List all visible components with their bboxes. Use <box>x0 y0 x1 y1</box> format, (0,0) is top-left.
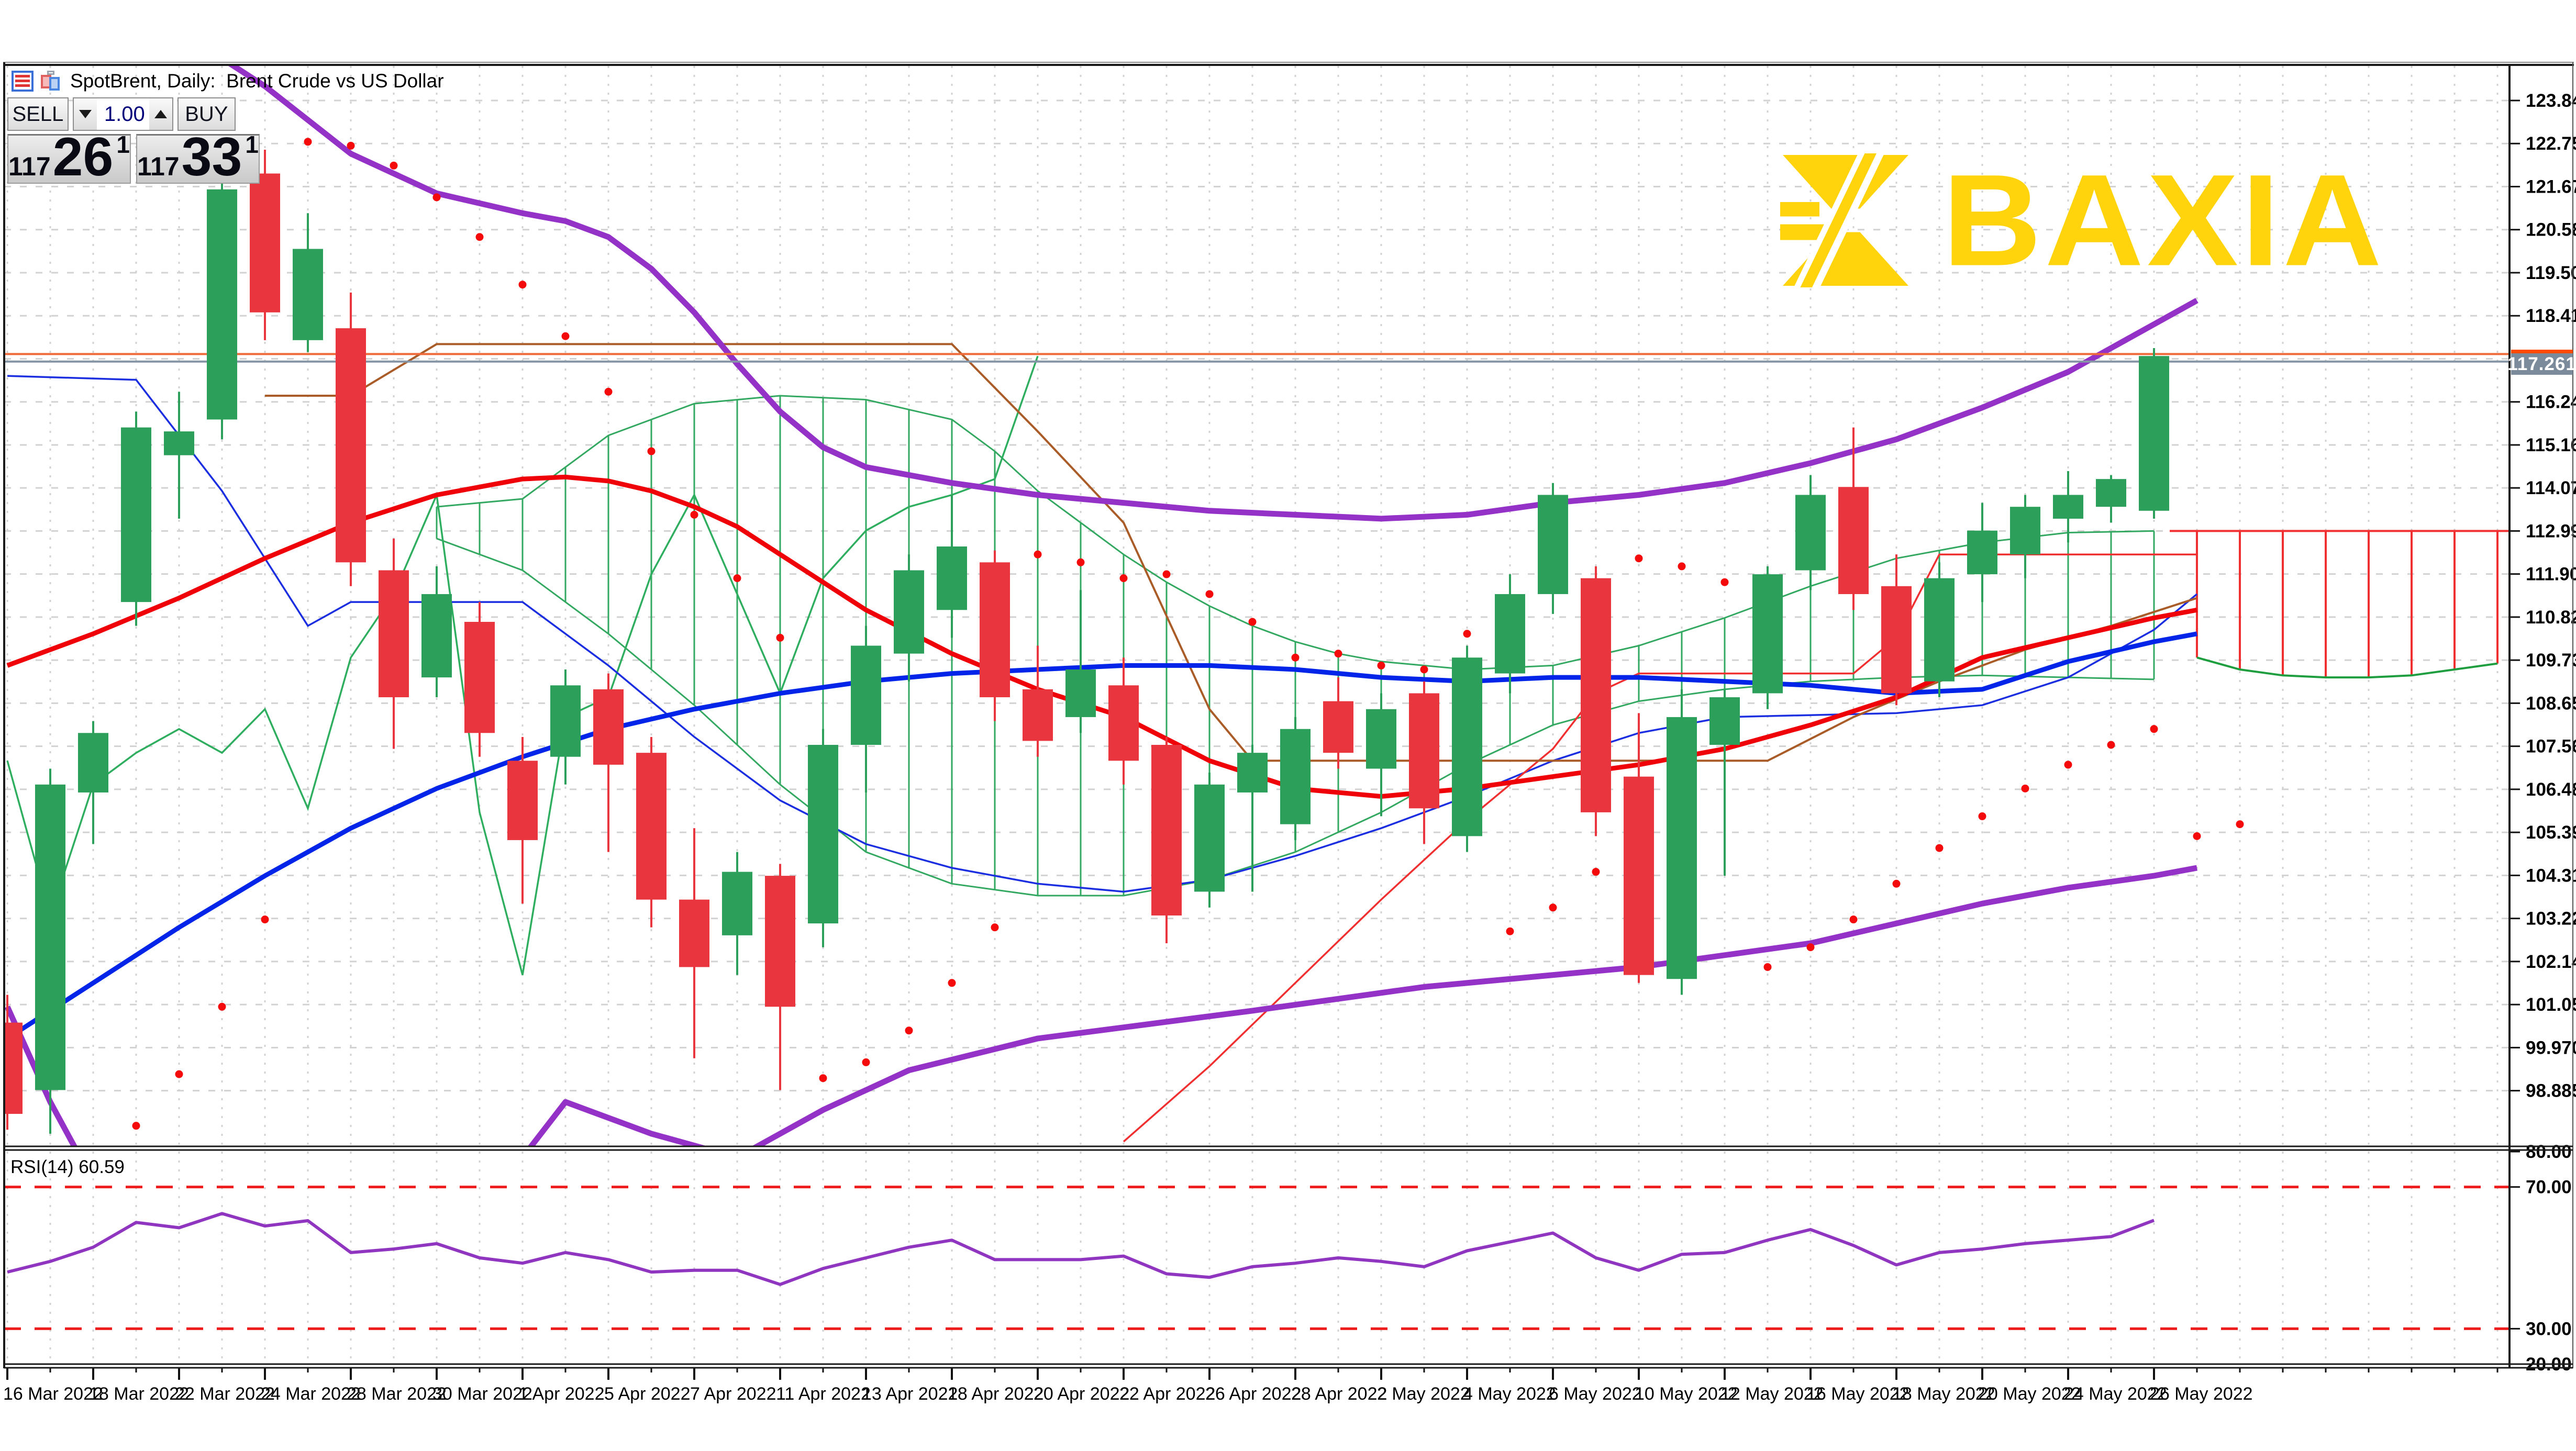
svg-text:20 Apr 2022: 20 Apr 2022 <box>1034 1384 1129 1404</box>
ohlc-list-icon <box>12 71 34 92</box>
chart-title-bar: SpotBrent, Daily: Brent Crude vs US Doll… <box>12 70 444 92</box>
svg-text:28 Mar 2022: 28 Mar 2022 <box>347 1384 447 1404</box>
svg-text:28 Apr 2022: 28 Apr 2022 <box>1291 1384 1387 1404</box>
svg-text:26 Apr 2022: 26 Apr 2022 <box>1205 1384 1301 1404</box>
svg-text:10 May 2022: 10 May 2022 <box>1635 1384 1738 1404</box>
baxia-logo-icon <box>1780 153 1908 287</box>
baxia-watermark: BAXIA <box>1780 152 2385 289</box>
svg-text:6 May 2022: 6 May 2022 <box>1549 1384 1642 1404</box>
svg-text:30 Mar 2022: 30 Mar 2022 <box>432 1384 532 1404</box>
svg-text:104.310: 104.310 <box>2526 865 2576 886</box>
svg-text:111.905: 111.905 <box>2526 564 2576 585</box>
svg-text:70.00: 70.00 <box>2526 1177 2572 1198</box>
svg-text:30.00: 30.00 <box>2526 1319 2572 1339</box>
svg-text:98.885: 98.885 <box>2526 1081 2576 1101</box>
svg-text:103.225: 103.225 <box>2526 909 2576 929</box>
one-click-trading-panel: SELL 1.00 BUY 117 26 1 117 33 1 <box>7 97 260 187</box>
svg-text:18 May 2022: 18 May 2022 <box>1892 1384 1995 1404</box>
svg-text:18 Apr 2022: 18 Apr 2022 <box>948 1384 1043 1404</box>
svg-text:13 Apr 2022: 13 Apr 2022 <box>862 1384 958 1404</box>
buy-price-main: 33 <box>181 126 242 187</box>
triangle-up-icon <box>154 110 167 118</box>
sell-button[interactable]: SELL <box>7 97 69 131</box>
sell-price-prefix: 117 <box>8 152 51 181</box>
svg-text:11 Apr 2022: 11 Apr 2022 <box>776 1384 871 1404</box>
volume-input[interactable]: 1.00 <box>96 98 149 130</box>
baxia-watermark-text: BAXIA <box>1942 147 2385 293</box>
svg-text:118.415: 118.415 <box>2526 306 2576 326</box>
svg-text:102.140: 102.140 <box>2526 952 2576 972</box>
volume-decrease-button[interactable] <box>73 98 97 130</box>
volume-increase-button[interactable] <box>149 98 172 130</box>
svg-text:101.055: 101.055 <box>2526 995 2576 1015</box>
sell-price-panel[interactable]: 117 26 1 <box>7 126 131 187</box>
buy-price-prefix: 117 <box>137 152 180 181</box>
svg-text:110.820: 110.820 <box>2526 607 2576 628</box>
svg-text:105.395: 105.395 <box>2526 822 2576 843</box>
svg-text:115.160: 115.160 <box>2526 435 2576 455</box>
buy-button[interactable]: BUY <box>177 97 236 131</box>
svg-text:121.670: 121.670 <box>2526 176 2576 197</box>
svg-text:12 May 2022: 12 May 2022 <box>1720 1384 1824 1404</box>
buy-price-sup: 1 <box>245 131 259 158</box>
svg-text:106.480: 106.480 <box>2526 779 2576 800</box>
svg-text:114.075: 114.075 <box>2526 478 2576 498</box>
svg-text:7 Apr 2022: 7 Apr 2022 <box>690 1384 776 1404</box>
svg-text:120.585: 120.585 <box>2526 220 2576 240</box>
svg-text:109.735: 109.735 <box>2526 650 2576 671</box>
svg-text:116.245: 116.245 <box>2526 392 2576 412</box>
sell-price-main: 26 <box>52 126 114 187</box>
svg-text:18 Mar 2022: 18 Mar 2022 <box>89 1384 189 1404</box>
current-price-tag: 117.261 <box>2507 350 2576 375</box>
svg-text:26 May 2022: 26 May 2022 <box>2150 1384 2253 1404</box>
triangle-down-icon <box>79 110 92 118</box>
buy-price-panel[interactable]: 117 33 1 <box>136 126 260 187</box>
svg-text:112.990: 112.990 <box>2526 521 2576 541</box>
svg-text:5 Apr 2022: 5 Apr 2022 <box>604 1384 690 1404</box>
chart-windows-icon <box>41 71 63 92</box>
current-price-value: 117.261 <box>2507 353 2576 374</box>
svg-text:1 Apr 2022: 1 Apr 2022 <box>518 1384 604 1404</box>
svg-text:20 May 2022: 20 May 2022 <box>1978 1384 2081 1404</box>
svg-text:4 May 2022: 4 May 2022 <box>1463 1384 1556 1404</box>
svg-text:22 Apr 2022: 22 Apr 2022 <box>1119 1384 1215 1404</box>
svg-text:123.840: 123.840 <box>2526 91 2576 111</box>
volume-stepper: 1.00 <box>72 97 173 131</box>
svg-text:107.565: 107.565 <box>2526 736 2576 757</box>
svg-text:16 Mar 2022: 16 Mar 2022 <box>3 1384 103 1404</box>
sell-price-sup: 1 <box>116 131 130 158</box>
svg-text:99.970: 99.970 <box>2526 1037 2576 1058</box>
chart-symbol-title: SpotBrent, Daily: Brent Crude vs US Doll… <box>70 70 444 92</box>
svg-text:80.00: 80.00 <box>2526 1142 2572 1162</box>
svg-text:24 Mar 2022: 24 Mar 2022 <box>261 1384 361 1404</box>
svg-text:122.755: 122.755 <box>2526 133 2576 154</box>
svg-text:108.650: 108.650 <box>2526 693 2576 713</box>
svg-text:16 May 2022: 16 May 2022 <box>1806 1384 1909 1404</box>
svg-text:22 Mar 2022: 22 Mar 2022 <box>175 1384 275 1404</box>
rsi-indicator-label: RSI(14) 60.59 <box>10 1157 125 1177</box>
svg-text:119.500: 119.500 <box>2526 263 2576 283</box>
svg-text:2 May 2022: 2 May 2022 <box>1377 1384 1470 1404</box>
svg-text:24 May 2022: 24 May 2022 <box>2064 1384 2167 1404</box>
